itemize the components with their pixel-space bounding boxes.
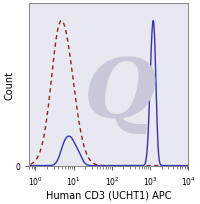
- Text: Q: Q: [84, 55, 156, 134]
- X-axis label: Human CD3 (UCHT1) APC: Human CD3 (UCHT1) APC: [46, 190, 172, 200]
- Y-axis label: Count: Count: [4, 71, 14, 99]
